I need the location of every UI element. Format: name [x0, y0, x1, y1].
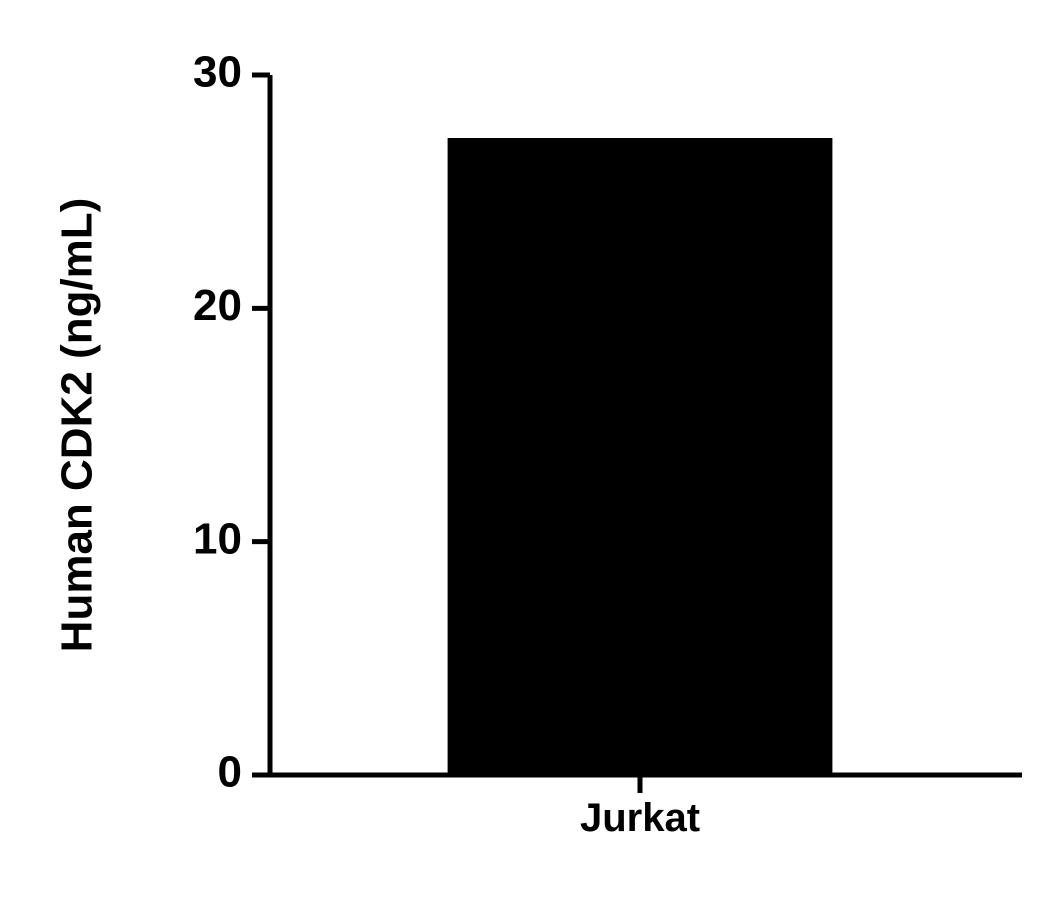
bar-chart: 0 10 20 30 Jurkat Human CDK2 (ng/mL): [0, 0, 1048, 909]
y-tick-label: 30: [193, 48, 242, 97]
y-tick-label: 0: [218, 748, 242, 797]
bar-jurkat: [448, 138, 833, 775]
y-tick-label: 10: [193, 514, 242, 563]
y-tick-label: 20: [193, 281, 242, 330]
x-tick-label: Jurkat: [580, 796, 700, 840]
y-axis-label: Human CDK2 (ng/mL): [53, 198, 102, 653]
chart-svg: 0 10 20 30 Jurkat Human CDK2 (ng/mL): [0, 0, 1048, 909]
